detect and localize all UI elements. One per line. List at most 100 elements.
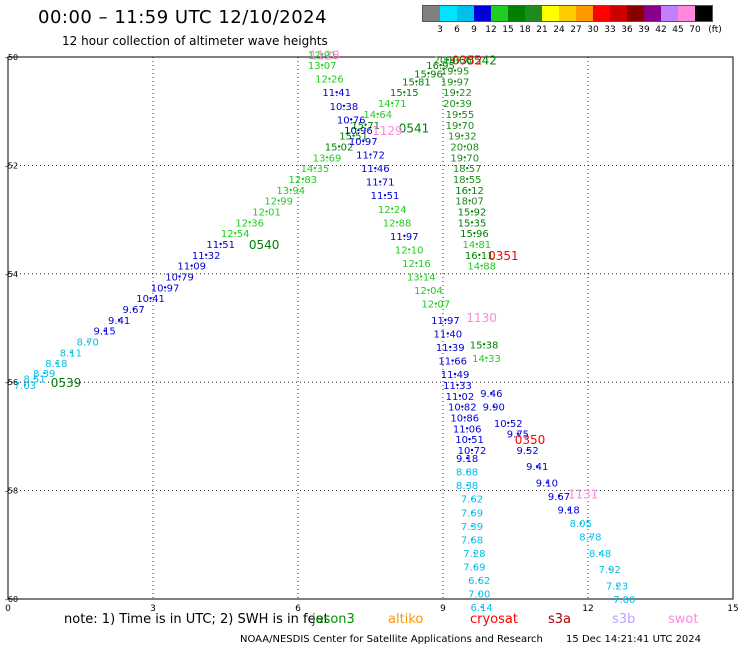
wave-height-label: 7.23 xyxy=(606,581,628,592)
wave-height-point xyxy=(456,58,459,61)
wave-height-label: 10.97 xyxy=(151,283,180,294)
x-tick-label: 0 xyxy=(5,604,11,614)
wave-height-point xyxy=(589,535,592,538)
wave-height-label: 8.18 xyxy=(45,359,67,370)
wave-height-label: 7.39 xyxy=(461,522,483,533)
wave-height-label: 12.83 xyxy=(289,175,318,186)
pass-time-label: 0539 xyxy=(51,376,82,390)
colorbar-tick-label: 3 xyxy=(437,25,443,35)
wave-height-label: 10.97 xyxy=(349,137,378,148)
wave-height-point xyxy=(55,362,58,365)
wave-height-point xyxy=(461,405,464,408)
wave-height-label: 15.51 xyxy=(339,132,368,143)
wave-height-point xyxy=(149,296,152,300)
wave-height-point xyxy=(453,69,457,72)
wave-height-label: 11.39 xyxy=(436,343,465,354)
mission-label-altiko: altiko xyxy=(388,612,424,627)
wave-height-point xyxy=(415,80,418,83)
wave-height-point xyxy=(328,77,331,80)
wave-height-point xyxy=(478,253,481,257)
wave-height-point xyxy=(301,177,305,181)
wave-height-label: 15.15 xyxy=(390,88,419,99)
wave-height-label: 19.22 xyxy=(443,88,472,99)
wave-height-point xyxy=(545,481,549,484)
wave-height-point xyxy=(33,377,36,380)
wave-height-point xyxy=(362,139,365,143)
wave-height-label: 6.62 xyxy=(468,576,490,587)
wave-height-label: 18.57 xyxy=(453,164,482,175)
wave-height-label: 16.11 xyxy=(465,251,494,262)
wave-height-label: 10.76 xyxy=(337,115,366,126)
wave-height-point xyxy=(103,329,106,332)
wave-height-point xyxy=(420,275,423,278)
colorbar-tick-label: 24 xyxy=(553,25,565,35)
wave-height-point xyxy=(468,199,471,202)
wave-height-point xyxy=(623,597,626,601)
wave-height-label: 15.71 xyxy=(351,121,380,132)
pass-time-label: 0351 xyxy=(488,249,519,263)
wave-height-point xyxy=(598,551,602,555)
wave-height-label: 8.78 xyxy=(579,533,601,544)
wave-height-point xyxy=(364,123,367,126)
colorbar-swatch xyxy=(525,6,542,21)
colorbar-tick-label: 45 xyxy=(672,25,684,35)
wave-height-label: 13.94 xyxy=(276,186,305,197)
wave-height-label: 19.66 xyxy=(443,56,472,67)
wave-height-label: 9.75 xyxy=(507,430,529,441)
wave-height-point xyxy=(557,494,561,498)
wave-height-point xyxy=(434,302,437,305)
colorbar-swatch xyxy=(474,6,491,21)
wave-height-point xyxy=(516,432,520,435)
wave-height-label: 9.15 xyxy=(94,327,116,338)
colorbar-tick-label: 70 xyxy=(689,25,701,35)
wave-height-point xyxy=(468,188,471,191)
wave-height-label: 10.52 xyxy=(494,419,523,430)
wave-height-point xyxy=(335,91,338,94)
wave-height-point xyxy=(376,112,379,116)
wave-height-label: 19.32 xyxy=(448,132,477,143)
wave-height-point xyxy=(490,391,493,395)
wave-height-label: 8.88 xyxy=(456,468,478,479)
wave-height-point xyxy=(579,521,582,525)
wave-height-point xyxy=(463,145,466,148)
colorbar-unit-label: (ft) xyxy=(708,25,722,35)
footer-credit: NOAA/NESDIS Center for Satellite Applica… xyxy=(240,634,721,645)
wave-height-label: 18.55 xyxy=(453,175,482,186)
wave-height-point xyxy=(507,421,510,425)
wave-height-label: 14.64 xyxy=(363,110,392,121)
wave-height-label: 13.14 xyxy=(407,273,436,284)
wave-height-point xyxy=(374,166,377,170)
wave-height-point xyxy=(325,156,329,159)
footnote-text: note: 1) Time is in UTC; 2) SWH is in fe… xyxy=(64,612,329,627)
y-tick-label: -60 xyxy=(5,595,18,604)
colorbar-legend: 3 6 9 12 15 18 21 24 27 30 33 36 39 42 45 70 (ft) xyxy=(422,5,722,37)
x-tick-label: 3 xyxy=(150,604,156,614)
wave-height-point xyxy=(407,248,411,251)
wave-height-label: 16.95 xyxy=(426,61,455,72)
wave-height-point xyxy=(403,91,406,94)
wave-height-point xyxy=(23,383,27,387)
wave-height-label: 11.06 xyxy=(453,424,482,435)
wave-height-label: 11.51 xyxy=(206,240,235,251)
wave-height-point xyxy=(465,470,469,473)
colorbar-tick-label: 21 xyxy=(536,25,548,35)
x-tick-label: 12 xyxy=(582,604,593,614)
colorbar-swatch xyxy=(542,6,559,21)
wave-height-point xyxy=(415,261,418,265)
wave-height-label: 7.28 xyxy=(463,549,485,560)
wave-height-point xyxy=(320,53,324,56)
chart-title: 00:00 – 11:59 UTC 12/10/2024 xyxy=(38,7,328,28)
pass-time-label: 0540 xyxy=(249,238,280,252)
wave-height-point xyxy=(451,359,454,362)
wave-height-label: 12.07 xyxy=(421,300,450,311)
wave-height-label: 10.82 xyxy=(448,403,477,414)
wave-height-point xyxy=(446,58,450,61)
wave-height-label: 14.35 xyxy=(301,164,330,175)
colorbar-swatch xyxy=(593,6,610,21)
wave-height-label: 15.38 xyxy=(470,340,499,351)
wave-height-label: 10.41 xyxy=(136,294,165,305)
colorbar-swatch xyxy=(576,6,593,21)
wave-height-point xyxy=(465,483,469,487)
wave-height-label: 8.51 xyxy=(23,374,45,385)
wave-height-point xyxy=(473,565,476,568)
